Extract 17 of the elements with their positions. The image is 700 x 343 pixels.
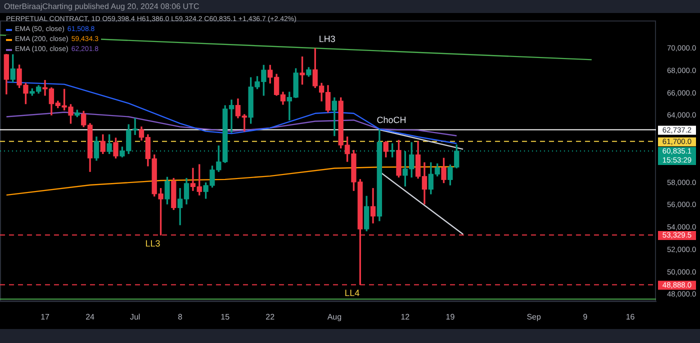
x-tick-label: Sep bbox=[526, 312, 542, 322]
annotation: LL3 bbox=[145, 238, 160, 249]
x-tick-label: 9 bbox=[583, 312, 588, 322]
chart-title: OtterBiraajCharting published Aug 20, 2024 08:06 UTC bbox=[3, 1, 200, 13]
x-tick-label: Aug bbox=[327, 312, 342, 322]
annotation: LH3 bbox=[318, 34, 336, 44]
x-tick-label: 15 bbox=[220, 312, 230, 322]
x-tick-label: 17 bbox=[40, 312, 50, 322]
x-tick-label: 22 bbox=[266, 312, 276, 322]
x-tick-label: Jul bbox=[130, 312, 140, 322]
annotation: LL4 bbox=[344, 288, 360, 298]
x-tick-label: 16 bbox=[626, 312, 636, 322]
x-tick-label: 19 bbox=[446, 312, 456, 322]
x-tick-label: 12 bbox=[400, 312, 410, 322]
annotation: ChoCH bbox=[376, 115, 406, 126]
x-tick-label: 24 bbox=[86, 312, 96, 322]
x-tick-label: 8 bbox=[178, 312, 183, 322]
